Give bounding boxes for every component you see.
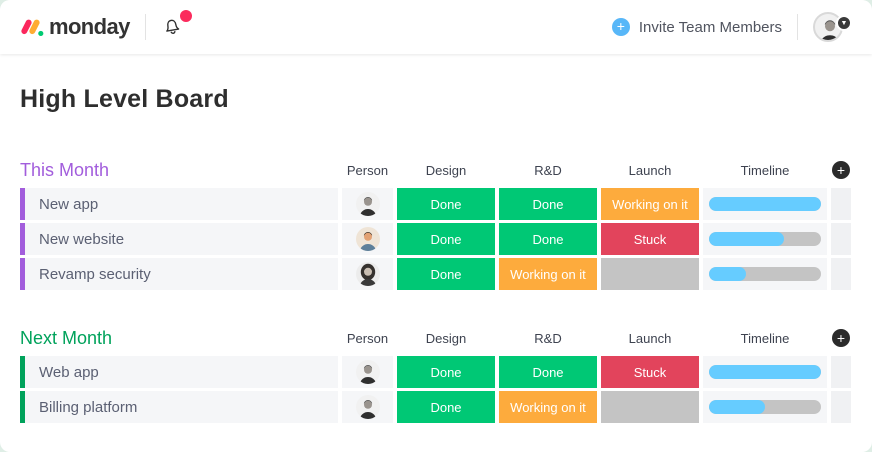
add-column-cell: [831, 223, 851, 255]
invite-team-members-button[interactable]: + Invite Team Members: [611, 18, 782, 36]
notifications-bell-icon[interactable]: [161, 10, 192, 39]
timeline-cell: [703, 258, 827, 290]
person-cell[interactable]: [342, 391, 393, 423]
status-cell-launch[interactable]: [601, 258, 699, 290]
column-header-r-d[interactable]: R&D: [534, 162, 562, 178]
task-name-cell[interactable]: Revamp security: [20, 258, 338, 290]
status-cell-r-d[interactable]: Done: [499, 188, 597, 220]
task-name: Billing platform: [39, 398, 138, 416]
user-menu[interactable]: ▼: [813, 12, 852, 42]
task-name-cell[interactable]: New app: [20, 188, 338, 220]
status-cell-launch[interactable]: [601, 391, 699, 423]
timeline-bar[interactable]: [709, 232, 821, 246]
table-row: New website Done Done Stuck: [20, 223, 851, 255]
top-bar: monday + Invite Team Members ▼: [0, 0, 872, 54]
task-name: Revamp security: [39, 265, 151, 283]
table-row: New app Done Done Working on it: [20, 188, 851, 220]
timeline-cell: [703, 391, 827, 423]
monday-logo[interactable]: monday: [20, 14, 130, 40]
invite-label: Invite Team Members: [638, 18, 782, 36]
monday-logo-mark-icon: [21, 19, 44, 36]
column-header-launch[interactable]: Launch: [628, 162, 672, 178]
timeline-bar[interactable]: [709, 365, 821, 379]
group-next-month: Next Month Person Design R&D Launch Timeline +…: [20, 326, 851, 423]
group-this-month: This Month Person Design R&D Launch Timeline +…: [20, 158, 851, 290]
column-header-r-d[interactable]: R&D: [534, 330, 562, 346]
timeline-cell: [703, 188, 827, 220]
logo-text: monday: [49, 14, 130, 39]
avatar[interactable]: [355, 395, 380, 419]
add-column-cell: [831, 391, 851, 423]
timeline-bar[interactable]: [709, 197, 821, 211]
timeline-bar[interactable]: [709, 400, 821, 414]
column-header-design[interactable]: Design: [425, 162, 467, 178]
status-cell-design[interactable]: Done: [397, 188, 495, 220]
task-name: New app: [39, 195, 99, 213]
timeline-cell: [703, 223, 827, 255]
notification-badge: [179, 10, 192, 22]
divider: [797, 14, 798, 40]
task-name: New website: [39, 230, 125, 248]
task-name-cell[interactable]: Billing platform: [20, 391, 338, 423]
task-name-cell[interactable]: New website: [20, 223, 338, 255]
avatar[interactable]: [355, 262, 380, 286]
avatar[interactable]: [355, 227, 380, 251]
table-row: Web app Done Done Stuck: [20, 356, 851, 388]
group-title[interactable]: Next Month: [20, 327, 113, 348]
group-title[interactable]: This Month: [20, 159, 110, 180]
status-cell-r-d[interactable]: Done: [499, 223, 597, 255]
group-header-row: Next Month Person Design R&D Launch Timeline +: [20, 326, 851, 350]
board-main: High Level Board This Month Person Design R…: [0, 84, 872, 423]
avatar[interactable]: [355, 192, 380, 216]
status-cell-launch[interactable]: Working on it: [601, 188, 699, 220]
timeline-cell: [703, 356, 827, 388]
add-column-button[interactable]: +: [832, 161, 850, 179]
add-column-cell: [831, 188, 851, 220]
status-cell-design[interactable]: Done: [397, 223, 495, 255]
page-title: High Level Board: [20, 85, 229, 113]
add-column-cell: [831, 258, 851, 290]
add-column-cell: [831, 356, 851, 388]
add-column-button[interactable]: +: [832, 329, 850, 347]
timeline-progress: [709, 365, 821, 379]
person-cell[interactable]: [342, 188, 393, 220]
status-cell-design[interactable]: Done: [397, 356, 495, 388]
column-header-design[interactable]: Design: [425, 330, 467, 346]
status-cell-launch[interactable]: Stuck: [601, 356, 699, 388]
task-name-cell[interactable]: Web app: [20, 356, 338, 388]
column-header-person[interactable]: Person: [346, 330, 389, 346]
timeline-bar[interactable]: [709, 267, 821, 281]
column-header-person[interactable]: Person: [346, 162, 389, 178]
table-row: Billing platform Done Working on it: [20, 391, 851, 423]
timeline-progress: [709, 267, 746, 281]
status-cell-r-d[interactable]: Done: [499, 356, 597, 388]
table-row: Revamp security Done Working on it: [20, 258, 851, 290]
plus-icon: +: [611, 18, 630, 36]
person-cell[interactable]: [342, 223, 393, 255]
divider: [144, 14, 146, 40]
chevron-down-icon: ▼: [836, 15, 852, 31]
status-cell-r-d[interactable]: Working on it: [499, 391, 597, 423]
column-header-timeline[interactable]: Timeline: [740, 162, 790, 178]
column-header-timeline[interactable]: Timeline: [740, 330, 790, 346]
status-cell-design[interactable]: Done: [397, 258, 495, 290]
column-header-launch[interactable]: Launch: [628, 330, 672, 346]
task-name: Web app: [39, 363, 99, 381]
status-cell-r-d[interactable]: Working on it: [499, 258, 597, 290]
timeline-progress: [709, 400, 765, 414]
timeline-progress: [709, 197, 821, 211]
person-cell[interactable]: [342, 356, 393, 388]
avatar[interactable]: [355, 360, 380, 384]
board: This Month Person Design R&D Launch Timeline +…: [20, 158, 851, 423]
status-cell-launch[interactable]: Stuck: [601, 223, 699, 255]
person-cell[interactable]: [342, 258, 393, 290]
timeline-progress: [709, 232, 785, 246]
group-header-row: This Month Person Design R&D Launch Timeline +: [20, 158, 851, 182]
status-cell-design[interactable]: Done: [397, 391, 495, 423]
